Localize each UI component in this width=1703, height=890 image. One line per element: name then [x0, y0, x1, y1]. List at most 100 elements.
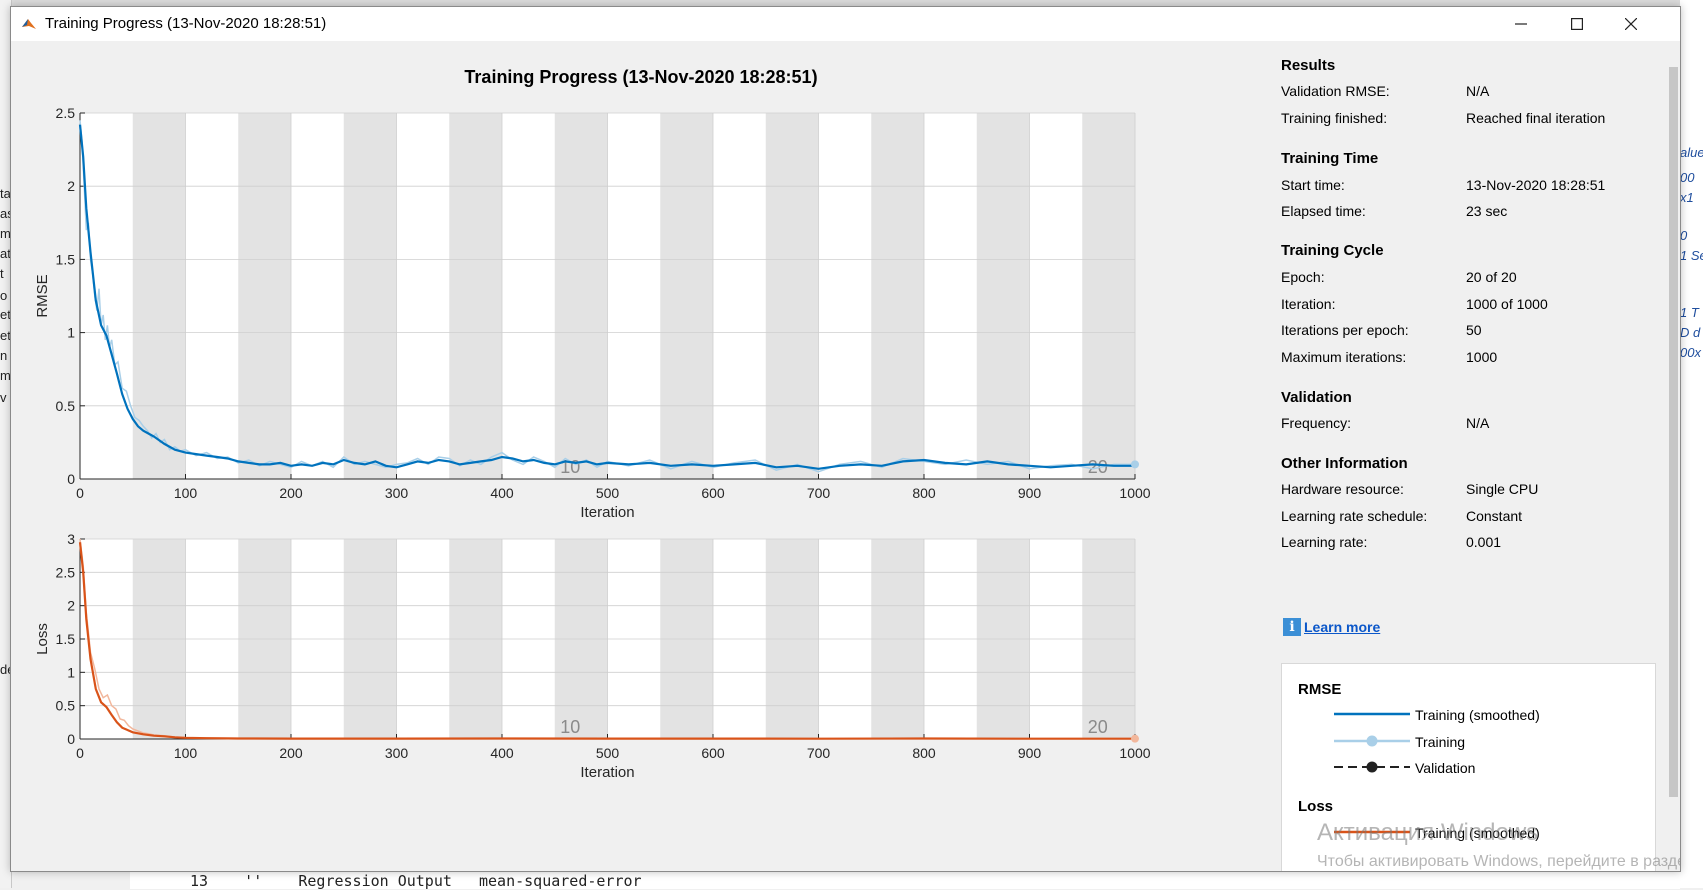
rmse-x-tick-label: 500 [596, 485, 620, 501]
matlab-icon [22, 19, 36, 29]
section-title-training-time: Training Time [1281, 150, 1379, 167]
info-value: Reached final iteration [1466, 110, 1606, 126]
rmse-x-tick-label: 0 [76, 485, 84, 501]
rmse-epoch-band [871, 113, 924, 479]
rmse-training-end-marker [1131, 460, 1139, 469]
background-left-fragment: ta [0, 186, 11, 201]
loss-x-tick-label: 100 [174, 745, 198, 761]
info-value: Single CPU [1466, 481, 1539, 497]
windows-activation-watermark-subtext: Чтобы активировать Windows, перейдите в … [1317, 853, 1680, 870]
legend-validation-swatch [1334, 761, 1410, 773]
info-label: Iteration: [1281, 295, 1336, 312]
close-button[interactable] [1602, 7, 1660, 41]
rmse-training-smoothed-line [78, 124, 1135, 470]
training-progress-window: Training Progress (13-Nov-2020 18:28:51)… [10, 6, 1681, 872]
plot-area: Training Progress (13-Nov-2020 18:28:51)… [11, 41, 1271, 871]
section-title-other-info: Other Information [1281, 455, 1408, 472]
loss-training-smoothed-line [78, 542, 1135, 740]
info-value: 1000 [1466, 348, 1498, 365]
rmse-x-tick-label: 1000 [1119, 485, 1150, 501]
info-value: 50 [1466, 322, 1482, 338]
close-icon [1625, 18, 1637, 30]
rmse-x-tick-label: 100 [174, 485, 198, 501]
rmse-epoch-band [449, 113, 502, 479]
loss-x-tick-label: 300 [385, 745, 409, 761]
background-right-fragment: x1 [1680, 190, 1694, 205]
info-icon: i [1283, 618, 1301, 636]
loss-x-tick-label: 800 [912, 745, 936, 761]
rmse-y-tick-label: 1.5 [56, 251, 76, 267]
background-right-fragment: 0 [1680, 228, 1688, 243]
loss-y-tick-label: 0 [67, 731, 75, 747]
rmse-x-tick-label: 200 [279, 485, 303, 501]
rmse-epoch-band [238, 113, 291, 479]
background-left-fragment: n [0, 348, 8, 363]
loss-y-tick-label: 1.5 [56, 631, 76, 647]
minimize-button[interactable] [1492, 7, 1550, 41]
loss-x-tick-label: 200 [279, 745, 303, 761]
background-left-fragment: et [0, 328, 11, 343]
info-label: Epoch: [1281, 269, 1325, 285]
loss-x-axis-label: Iteration [580, 764, 634, 781]
info-value: Constant [1466, 507, 1523, 524]
legend-loss-title: Loss [1298, 798, 1334, 815]
info-label: Learning rate: [1281, 534, 1368, 550]
info-label: Learning rate schedule: [1281, 507, 1428, 524]
background-left-fragment: et [0, 307, 11, 322]
rmse-x-tick-label: 600 [701, 485, 725, 501]
info-label: Hardware resource: [1281, 481, 1404, 497]
rmse-y-tick-label: 0 [67, 471, 75, 487]
loss-training-end-marker [1131, 734, 1139, 743]
info-label: Maximum iterations: [1281, 348, 1407, 365]
background-app-toolbar [0, 0, 1703, 6]
rmse-epoch-band [976, 113, 1030, 479]
rmse-y-tick-label: 2 [67, 178, 75, 194]
background-right-fragment: D d [1680, 325, 1701, 340]
legend-loss-smoothed-label: Training (smoothed) [1415, 825, 1540, 841]
info-label: Frequency: [1281, 415, 1352, 431]
legend-loss-smoothed-swatch [1334, 830, 1410, 834]
rmse-x-tick-label: 400 [490, 485, 514, 501]
maximize-button[interactable] [1548, 7, 1606, 41]
legend-rmse-smoothed-label: Training (smoothed) [1415, 707, 1540, 723]
background-left-fragment: m [0, 226, 11, 241]
rmse-y-axis-label: RMSE [34, 274, 51, 317]
title-bar[interactable]: Training Progress (13-Nov-2020 18:28:51) [11, 7, 1680, 41]
rmse-epoch-band [660, 113, 713, 479]
background-right-fragment: 1 T [1680, 305, 1699, 320]
rmse-epoch-band [132, 113, 186, 479]
info-label: Validation RMSE: [1281, 83, 1390, 99]
training-charts-svg: 0 100 200 300 400 500 600 700 800 900 100000.511.5… [34, 105, 1151, 781]
loss-epoch-label: 20 [1088, 717, 1108, 737]
legend-rmse-smoothed-swatch [1334, 712, 1410, 716]
rmse-x-tick-label: 800 [912, 485, 936, 501]
loss-y-tick-label: 2.5 [56, 564, 76, 580]
background-left-fragment: at [0, 246, 11, 261]
loss-y-axis-label: Loss [34, 623, 51, 655]
legend-rmse-training-swatch [1334, 735, 1410, 747]
info-label: Iterations per epoch: [1281, 322, 1409, 338]
legend-box: RMSE Training (smoothed) Training Valida… [1281, 663, 1656, 871]
loss-x-tick-label: 1000 [1119, 745, 1150, 761]
background-left-fragment: t [0, 266, 4, 281]
info-value: 20 of 20 [1466, 269, 1517, 285]
learn-more-link[interactable]: i Learn more [1283, 618, 1380, 636]
rmse-epoch-band [1082, 113, 1135, 479]
info-label: Elapsed time: [1281, 203, 1366, 219]
rmse-epoch-band [554, 113, 608, 479]
legend-rmse-title: RMSE [1298, 681, 1342, 698]
rmse-epoch-band [765, 113, 819, 479]
maximize-icon [1571, 18, 1583, 30]
rmse-x-tick-label: 700 [807, 485, 831, 501]
loss-x-tick-label: 900 [1018, 745, 1042, 761]
loss-y-tick-label: 3 [67, 531, 75, 547]
info-value: 1000 of 1000 [1466, 295, 1548, 312]
rmse-y-tick-label: 0.5 [56, 398, 76, 414]
section-title-training-cycle: Training Cycle [1281, 242, 1384, 259]
window-title: Training Progress (13-Nov-2020 18:28:51) [45, 15, 327, 32]
scrollbar-thumb[interactable] [1669, 67, 1678, 797]
background-code-line: 13 '' Regression Output mean-squared-err… [190, 872, 642, 890]
background-right-fragment: 00 [1680, 170, 1695, 185]
info-label: Start time: [1281, 177, 1345, 193]
learn-more-text: Learn more [1304, 619, 1381, 635]
